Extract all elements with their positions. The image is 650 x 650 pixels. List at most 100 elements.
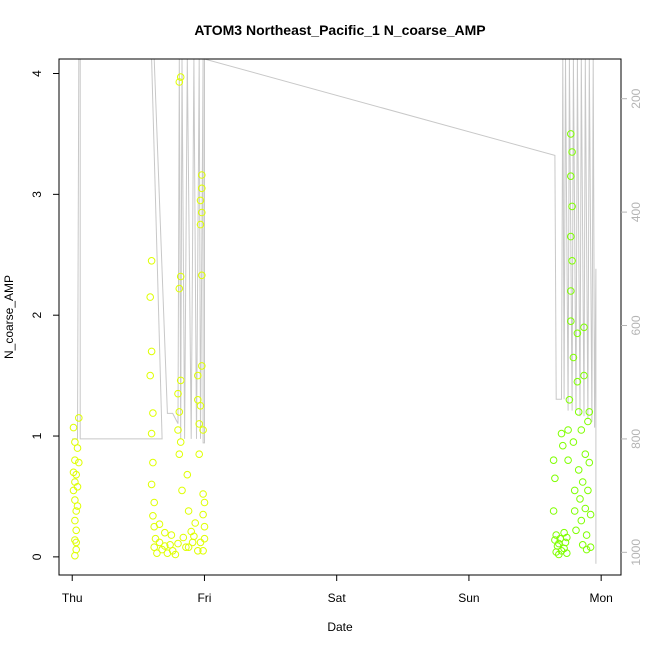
data-point — [175, 450, 184, 459]
data-point — [179, 533, 188, 542]
data-point — [198, 271, 206, 280]
data-point — [146, 371, 154, 380]
y-tick-label: 1 — [30, 432, 44, 439]
data-point — [198, 184, 206, 193]
data-point — [198, 208, 206, 217]
data-point — [557, 429, 566, 438]
data-point — [574, 466, 583, 474]
data-point — [569, 438, 578, 446]
y2-tick-label: 200 — [629, 88, 643, 108]
chart-title: ATOM3 Northeast_Pacific_1 N_coarse_AMP — [194, 22, 485, 38]
data-point — [196, 196, 205, 205]
data-point — [176, 438, 185, 446]
y-axis: 0 1 2 3 4 — [30, 70, 59, 560]
data-point — [567, 130, 575, 138]
data-point — [552, 531, 561, 539]
data-point — [578, 541, 587, 549]
data-point — [577, 516, 586, 525]
data-point — [581, 450, 590, 459]
data-point — [167, 531, 176, 539]
data-point — [176, 272, 185, 281]
data-point — [199, 547, 207, 555]
data-point — [195, 450, 203, 459]
data-point — [564, 426, 572, 434]
data-point — [147, 429, 156, 438]
data-point — [69, 423, 78, 432]
data-point — [199, 426, 207, 434]
data-point — [71, 516, 79, 525]
data-point — [585, 458, 594, 467]
altitude-line-layer — [72, 58, 597, 564]
data-point — [175, 284, 184, 293]
data-point — [72, 507, 80, 515]
data-point — [555, 539, 563, 548]
data-point — [196, 402, 205, 410]
data-point — [567, 232, 575, 241]
data-point — [580, 371, 588, 380]
data-point — [568, 202, 576, 211]
data-point — [150, 543, 158, 552]
data-point — [198, 362, 206, 370]
x-tick-label: Mon — [589, 591, 612, 605]
data-point — [586, 510, 595, 519]
data-point — [563, 533, 571, 542]
data-point — [75, 414, 83, 422]
data-point — [194, 396, 202, 404]
data-point — [182, 543, 190, 552]
data-point — [184, 543, 193, 552]
data-point — [567, 317, 575, 326]
y2-tick-label: 600 — [629, 315, 643, 335]
data-point — [570, 486, 579, 495]
data-point — [175, 408, 184, 416]
data-point — [149, 512, 157, 520]
data-point — [175, 78, 184, 86]
data-point — [570, 507, 579, 515]
data-point — [146, 293, 154, 301]
data-point — [572, 526, 580, 535]
data-point — [161, 528, 169, 537]
data-point — [569, 353, 578, 362]
data-point — [584, 417, 592, 426]
data-point — [195, 420, 203, 428]
data-point — [72, 538, 80, 547]
data-point — [573, 377, 582, 386]
data-point — [149, 458, 157, 467]
data-point — [72, 526, 80, 535]
data-point — [174, 389, 182, 398]
data-point — [71, 551, 79, 560]
data-point — [573, 329, 582, 338]
x-tick-label: Fri — [197, 591, 211, 605]
y-tick-label: 4 — [30, 70, 44, 77]
data-point — [178, 486, 186, 495]
data-point — [147, 480, 156, 489]
data-point — [568, 257, 576, 265]
x-tick-label: Thu — [62, 591, 83, 605]
data-point — [149, 409, 157, 417]
data-point — [174, 539, 182, 548]
data-point — [568, 148, 576, 156]
data-point — [549, 507, 558, 515]
data-point — [174, 426, 182, 434]
data-point — [194, 547, 202, 555]
data-point — [176, 73, 185, 81]
data-point — [585, 408, 594, 416]
data-point — [198, 171, 206, 179]
data-point — [582, 531, 591, 539]
data-point — [576, 495, 584, 503]
data-point — [586, 543, 595, 552]
data-point — [577, 426, 586, 434]
data-point — [567, 172, 575, 180]
data-point — [581, 504, 590, 513]
y2-tick-label: 400 — [629, 202, 643, 222]
x-tick-label: Sat — [328, 591, 347, 605]
data-point — [176, 376, 185, 385]
data-point — [155, 520, 164, 529]
data-point — [196, 220, 205, 229]
data-point — [194, 371, 202, 380]
data-point — [72, 470, 80, 479]
data-point — [153, 549, 161, 558]
data-point — [565, 396, 574, 404]
data-point — [551, 474, 559, 483]
data-point — [73, 444, 82, 452]
y-tick-label: 3 — [30, 191, 44, 198]
